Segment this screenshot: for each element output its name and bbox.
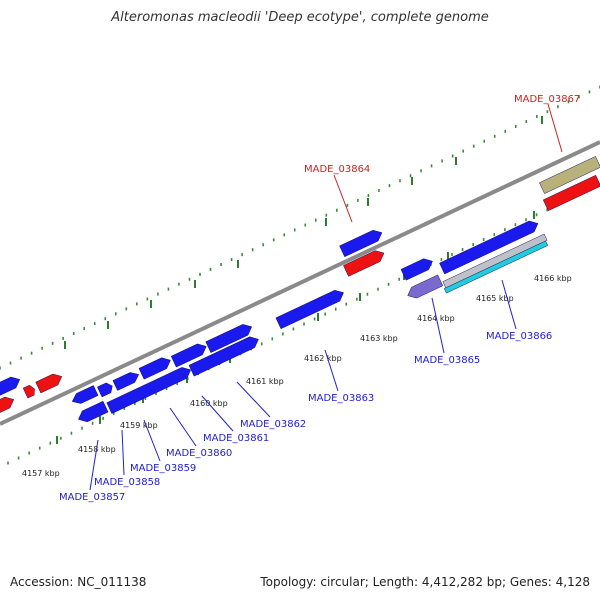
gene-shape xyxy=(170,343,207,368)
gene-arrow-red xyxy=(22,384,35,399)
scale-tick-label: 4161 kbp xyxy=(246,377,284,386)
gene-arrow-red xyxy=(343,250,385,277)
gene-shape xyxy=(22,384,35,399)
leader-line xyxy=(121,429,125,476)
gene-shape xyxy=(112,372,140,391)
gene-label-made_03858[interactable]: MADE_03858 xyxy=(94,477,160,488)
accession-text: Accession: NC_011138 xyxy=(10,575,147,589)
gene-label-made_03859[interactable]: MADE_03859 xyxy=(130,463,196,474)
gene-labels: MADE_03857 MADE_03858 MADE_03859 MADE_03860… xyxy=(59,94,580,503)
gene-label-made_03863[interactable]: MADE_03863 xyxy=(308,393,374,404)
gene-shape xyxy=(439,220,539,275)
gene-shape xyxy=(138,357,171,380)
gene-features xyxy=(0,156,600,423)
gene-shape xyxy=(343,250,385,277)
gene-arrow xyxy=(400,258,433,281)
scale-tick-label: 4164 kbp xyxy=(417,314,455,323)
leader-line xyxy=(236,381,271,418)
gene-shape xyxy=(0,376,21,397)
gene-shape xyxy=(71,385,99,404)
gene-shape xyxy=(407,274,444,299)
leader-line xyxy=(431,297,445,354)
gene-arrow-red xyxy=(35,373,63,394)
gene-shape xyxy=(97,382,113,398)
gene-label-made_03862[interactable]: MADE_03862 xyxy=(240,419,306,430)
gene-arrow-MADE_03865 xyxy=(407,274,444,299)
gene-arrow-MADE_03864 xyxy=(339,229,383,258)
scale-tick-label: 4166 kbp xyxy=(534,274,572,283)
scale-tick-label: 4165 kbp xyxy=(476,294,514,303)
gene-shape xyxy=(443,240,549,294)
gene-arrow xyxy=(442,233,548,289)
gene-arrow xyxy=(106,367,192,414)
gene-arrow-MADE_03867 xyxy=(539,156,600,194)
gene-shape xyxy=(442,233,548,289)
leader-line xyxy=(89,439,99,491)
scale-tick-label: 4159 kbp xyxy=(120,421,158,430)
leader-line xyxy=(143,419,161,462)
leader-line xyxy=(547,103,563,153)
gene-arrow-red xyxy=(0,396,15,417)
gene-label-made_03860[interactable]: MADE_03860 xyxy=(166,448,232,459)
gene-arrow xyxy=(170,343,207,368)
gene-arrow xyxy=(275,290,344,330)
gene-arrow xyxy=(188,336,259,377)
map-title: Alteromonas macleodii 'Deep ecotype', co… xyxy=(111,10,489,25)
gene-arrow-MADE_03866 xyxy=(443,240,549,294)
genome-stats-text: Topology: circular; Length: 4,412,282 bp… xyxy=(260,575,590,589)
gene-label-made_03867[interactable]: MADE_03867 xyxy=(514,94,580,105)
gene-shape xyxy=(35,373,63,394)
gene-shape xyxy=(400,258,433,281)
leader-line xyxy=(169,407,197,447)
leader-line xyxy=(201,395,234,432)
gene-arrow xyxy=(205,324,252,353)
gene-shape xyxy=(106,367,192,414)
gene-label-made_03857[interactable]: MADE_03857 xyxy=(59,492,125,503)
scale-tick-label: 4163 kbp xyxy=(360,334,398,343)
gene-arrow xyxy=(0,376,21,397)
gene-shape xyxy=(542,174,600,212)
gene-arrow xyxy=(112,372,140,391)
genome-backbone xyxy=(0,140,600,426)
gene-shape xyxy=(539,156,600,194)
gene-shape xyxy=(205,324,252,353)
gene-arrow xyxy=(71,385,99,404)
gene-label-made_03861[interactable]: MADE_03861 xyxy=(203,433,269,444)
gene-shape xyxy=(78,400,109,423)
gene-label-made_03866[interactable]: MADE_03866 xyxy=(486,331,552,342)
gene-arrow xyxy=(138,357,171,380)
gene-shape xyxy=(0,396,15,417)
minor-tick-tracks xyxy=(0,85,600,465)
gene-arrow-MADE_03857 xyxy=(78,400,109,423)
leader-line xyxy=(501,279,517,330)
label-leader-lines xyxy=(89,103,563,491)
gene-arrow xyxy=(97,382,113,398)
gene-shape xyxy=(275,290,344,330)
scale-tick-label: 4157 kbp xyxy=(22,469,60,478)
gene-arrow-red xyxy=(542,174,600,212)
leader-line xyxy=(324,349,339,392)
gene-shape xyxy=(339,229,383,258)
gene-arrow xyxy=(439,220,539,275)
leader-line xyxy=(333,174,353,223)
gene-label-made_03865[interactable]: MADE_03865 xyxy=(414,355,480,366)
scale-tick-label: 4162 kbp xyxy=(304,354,342,363)
gene-label-made_03864[interactable]: MADE_03864 xyxy=(304,164,370,175)
gene-shape xyxy=(188,336,259,377)
